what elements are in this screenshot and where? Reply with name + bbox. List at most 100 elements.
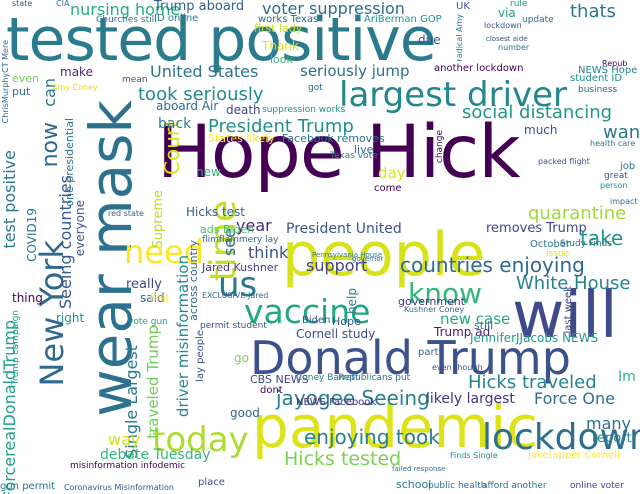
word-united-states: United States: [150, 62, 259, 81]
word-largest-driver: largest driver: [339, 75, 568, 115]
word-quarantine: quarantine: [528, 203, 627, 224]
word-support: support: [306, 256, 368, 275]
word-school: school: [396, 478, 432, 491]
word-jaketapper-cornell: jaketapper Cornell: [528, 450, 620, 461]
word-part: part: [418, 347, 439, 358]
word-im: Im: [618, 369, 636, 385]
word-live: live: [354, 143, 374, 156]
word-last-week: last week: [563, 286, 574, 334]
word-everyone: everyone: [73, 200, 87, 257]
word-afford-another: afford another: [482, 481, 547, 491]
word-id-online: ID online: [154, 13, 199, 24]
word-health-care: health care: [590, 139, 636, 148]
word-put: put: [12, 85, 31, 98]
word-pennsylvania-house: Pennsylvania House: [312, 251, 383, 259]
word-still: still: [474, 319, 494, 332]
word-number: number: [498, 43, 530, 52]
word-governor: governor: [352, 255, 384, 263]
word-hope-hick: Hope Hick: [157, 110, 521, 195]
word-one-presidential: one presidential: [63, 118, 76, 207]
word-packed-flight: packed flight: [538, 157, 590, 166]
word-facebook-removes: Facebook removes: [282, 132, 385, 145]
word-traveled-trump: traveled Trump: [144, 325, 162, 439]
word-voter-suppression: voter suppression: [262, 0, 405, 18]
word-state: state: [12, 0, 33, 8]
word-us: us: [218, 265, 258, 305]
word-new-case: new case: [440, 310, 511, 328]
word-amy-coney: Amy Coney: [52, 83, 98, 92]
word-misinfo-infodemic: misinformation infodemic: [70, 461, 186, 471]
word-issue: issue: [546, 249, 570, 259]
word-said: said: [140, 291, 165, 305]
word-removes-trump: removes Trump: [486, 221, 587, 236]
word-hope: Hope: [332, 315, 361, 328]
word-hicks-tested: Hicks tested: [284, 448, 402, 470]
word-place: place: [198, 477, 225, 488]
word-supreme: Supreme: [151, 190, 166, 249]
word-kushner-coney: Kushner Coney: [404, 305, 465, 314]
word-suppression-works: suppression works: [262, 105, 346, 115]
word-go: go: [234, 351, 249, 365]
word-another-lockdown: another lockdown: [434, 63, 524, 74]
word-government: government: [398, 295, 466, 308]
word-want: want: [603, 122, 640, 143]
word-closest-aide: closest aide: [486, 35, 528, 43]
word-republicans-put: Republicans put: [338, 373, 411, 383]
word-way: way: [108, 430, 141, 449]
word-force-one: Force One: [534, 389, 615, 408]
word-come: come: [374, 183, 402, 194]
word-today: today: [152, 420, 249, 460]
word-churches-still: Churches still: [96, 15, 157, 25]
word-via: via: [498, 6, 516, 20]
word-back: back: [158, 116, 192, 132]
word-enjoying-took: enjoying took: [304, 425, 440, 449]
word-even: even: [12, 72, 40, 85]
word-coronavirus-misinformation: Coronavirus Misinformation: [64, 483, 174, 492]
word-thing: thing: [12, 291, 43, 305]
word-lockdown-small: lockdown: [484, 21, 522, 30]
word-need: need: [124, 233, 204, 271]
word-job: job: [620, 161, 636, 172]
word-social-distancing: social distancing: [462, 102, 613, 123]
word-debate-tuesday: debate Tuesday: [100, 447, 211, 463]
word-person: person: [600, 181, 628, 190]
word-biden: Biden: [302, 315, 331, 326]
word-thats: thats: [570, 1, 616, 22]
word-president-trump: President Trump: [208, 116, 354, 137]
word-countries-enjoying: countries enjoying: [400, 253, 585, 277]
word-ads-biden: ads Biden: [200, 223, 255, 236]
word-now: now: [38, 122, 63, 168]
word-permit-student: permit student: [200, 321, 267, 331]
word-took-seriously: took seriously: [138, 84, 264, 105]
word-red-state: red state: [108, 209, 144, 218]
word-jared-kushner: Jared Kushner: [202, 261, 279, 274]
word-nursing-home: nursing home: [70, 0, 181, 19]
word-exclusive-jared: EXCLUSIVE Jared: [202, 291, 269, 300]
word-student-id: student ID: [570, 73, 623, 84]
word-test-positive: test positive: [0, 150, 19, 249]
word-public-health: public health: [428, 481, 487, 491]
word-trump-ad: Trump ad: [434, 325, 491, 339]
word-news-hope: NEWS Hope: [578, 65, 638, 76]
word-flimflammery: flimflammery lay: [202, 235, 279, 245]
word-failed-response: failed response: [392, 465, 446, 473]
word-october: October: [530, 239, 571, 250]
word-think: think: [248, 243, 289, 262]
word-right: right: [56, 311, 85, 325]
word-got: got: [308, 83, 323, 93]
word-business: business: [578, 85, 618, 95]
word-even-though: even though: [432, 363, 483, 372]
word-trump-aboard: Trump aboard: [154, 0, 245, 14]
word-aboard-air: aboard Air: [156, 99, 219, 113]
word-radical-amy: radical Amy: [455, 14, 464, 62]
word-due: due: [418, 33, 441, 47]
word-year: year: [236, 216, 272, 235]
word-vote-gun: vote gun: [128, 317, 168, 327]
word-white-house: White House: [516, 273, 631, 294]
word-study-finds: Study Finds: [560, 239, 612, 249]
word-help: help: [345, 288, 359, 314]
word-gun-permit: gun permit: [0, 481, 56, 492]
word-first: first: [150, 293, 170, 304]
word-take: take: [580, 226, 624, 250]
